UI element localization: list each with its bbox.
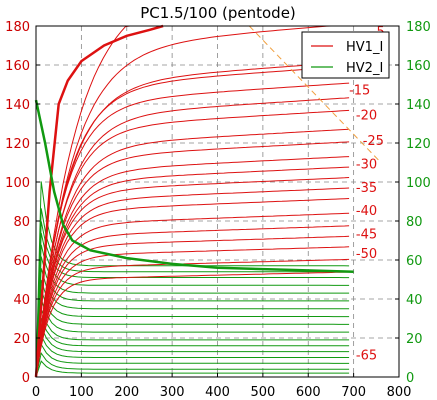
hv2-series-line xyxy=(35,317,350,378)
hv2-series-line xyxy=(35,279,350,378)
hv2-max-curve xyxy=(34,99,354,273)
y-tick-label-right: 20 xyxy=(406,332,423,347)
hv2-series-line xyxy=(35,256,350,378)
hv1-series-line xyxy=(35,271,350,378)
hv2-series-line xyxy=(35,299,350,378)
hv1-series-line xyxy=(35,177,350,378)
x-tick-label: 600 xyxy=(296,385,321,400)
hv2-series-line xyxy=(35,342,350,378)
hv2-series-line xyxy=(35,324,350,378)
grid-bias-label: -40 xyxy=(356,204,377,219)
x-tick-label: 0 xyxy=(32,385,40,400)
y-tick-label-left: 120 xyxy=(5,137,30,152)
legend: HV1_I HV2_I xyxy=(301,31,390,79)
hv1-series-line xyxy=(35,258,350,378)
grid-bias-label: -65 xyxy=(356,348,377,363)
grid xyxy=(36,26,399,377)
x-tick-label: 700 xyxy=(341,385,366,400)
hv2-series-line xyxy=(35,268,350,378)
y-tick-label-left: 100 xyxy=(5,176,30,191)
chart-title: PC1.5/100 (pentode) xyxy=(140,4,296,22)
y-tick-label-left: 160 xyxy=(5,59,30,74)
curves xyxy=(34,24,382,378)
grid-bias-label: -35 xyxy=(356,181,377,196)
hv2-series-line xyxy=(35,221,350,378)
axes: 0 100 200 300 400 500 600 700 800020406080100120… xyxy=(5,20,431,400)
x-tick-label: 100 xyxy=(69,385,94,400)
hv1-series-line xyxy=(35,109,350,378)
y-tick-label-right: 60 xyxy=(406,254,423,269)
x-tick-label: 200 xyxy=(114,385,139,400)
grid-bias-label: -50 xyxy=(356,247,377,262)
hv1-series-line xyxy=(35,65,350,378)
hv2-series-line xyxy=(35,181,350,378)
hv2-series-line xyxy=(35,289,350,378)
hv1-series-line xyxy=(35,166,350,378)
hv1-series-line xyxy=(35,82,350,378)
hv1-series-line xyxy=(35,141,350,378)
grid-bias-label: -15 xyxy=(349,83,370,98)
hv1-series-line xyxy=(35,97,350,378)
hv1-series-line xyxy=(35,225,350,378)
x-tick-label: 400 xyxy=(205,385,230,400)
hv2-series-line xyxy=(35,208,350,378)
x-tick-label: 300 xyxy=(160,385,185,400)
grid-bias-label: -25 xyxy=(363,134,384,149)
y-tick-label-left: 180 xyxy=(5,20,30,35)
y-tick-label-right: 40 xyxy=(406,293,423,308)
grid-bias-label: -20 xyxy=(356,109,377,124)
hv1-series-line xyxy=(35,246,350,378)
hv2-series-line xyxy=(35,309,350,378)
y-tick-label-right: 80 xyxy=(406,215,423,230)
grid-bias-label: -45 xyxy=(356,228,377,243)
y-tick-label-right: 100 xyxy=(406,176,431,191)
x-tick-label: 800 xyxy=(387,385,412,400)
hv1-max-curve xyxy=(34,24,164,378)
y-tick-label-right: 140 xyxy=(406,98,431,113)
y-tick-label-left: 0 xyxy=(22,371,30,386)
y-tick-label-right: 0 xyxy=(406,371,414,386)
y-tick-label-left: 40 xyxy=(13,293,30,308)
legend-box xyxy=(301,31,390,79)
hv1-series-line xyxy=(35,212,350,378)
legend-label: HV2_I xyxy=(346,61,383,76)
grid-bias-label: -30 xyxy=(356,157,377,172)
hv1-series-line xyxy=(35,156,350,378)
hv2-series-line xyxy=(35,244,350,378)
y-tick-label-right: 160 xyxy=(406,59,431,74)
hv2-series-line xyxy=(35,351,350,378)
y-tick-label-left: 80 xyxy=(13,215,30,230)
hv2-series-line xyxy=(35,232,350,378)
hv1-series-line xyxy=(35,187,350,378)
y-tick-label-right: 120 xyxy=(406,137,431,152)
load-line xyxy=(248,25,382,163)
y-tick-label-left: 20 xyxy=(13,332,30,347)
hv2-series-line xyxy=(35,333,350,378)
hv1-series-line xyxy=(35,25,350,378)
hv1-series-line xyxy=(35,128,350,378)
hv1-series-line xyxy=(35,198,350,378)
x-tick-label: 500 xyxy=(250,385,275,400)
y-tick-label-right: 180 xyxy=(406,20,431,35)
y-tick-label-left: 60 xyxy=(13,254,30,269)
legend-label: HV1_I xyxy=(346,40,383,55)
hv1-series-line xyxy=(35,235,350,378)
y-tick-label-left: 140 xyxy=(5,98,30,113)
hv2-series-line xyxy=(35,360,350,378)
